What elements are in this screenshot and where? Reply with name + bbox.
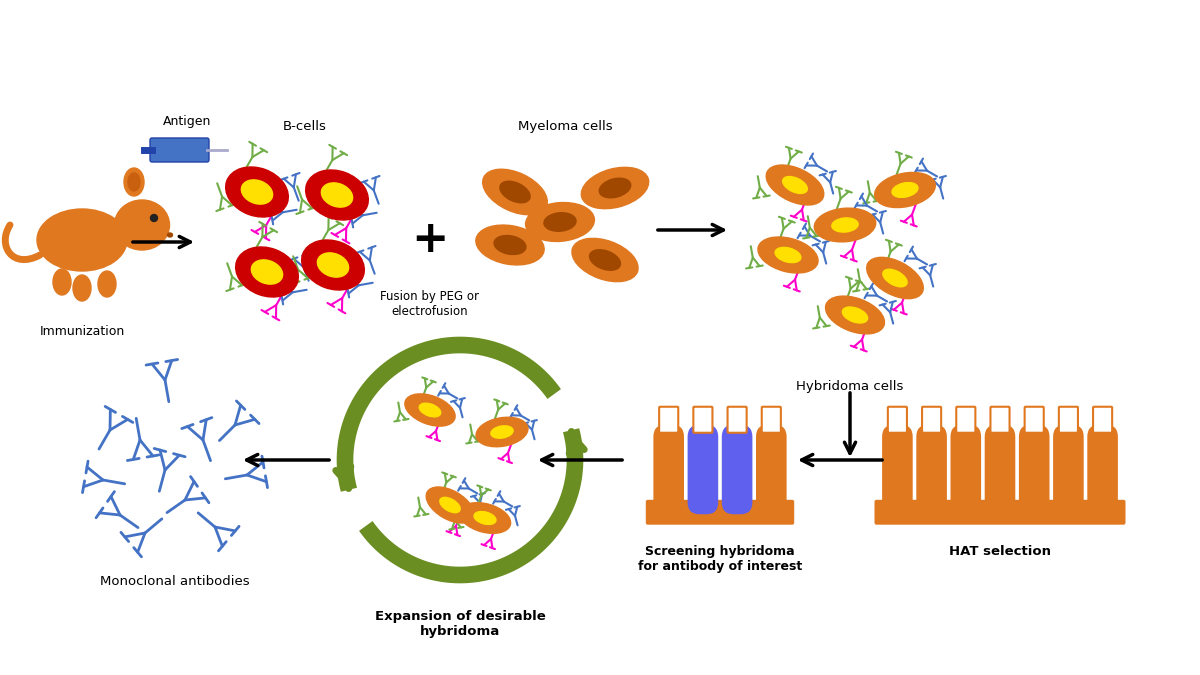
Ellipse shape [251, 260, 283, 284]
FancyBboxPatch shape [1093, 407, 1112, 433]
Ellipse shape [775, 248, 800, 263]
FancyBboxPatch shape [1054, 425, 1084, 514]
Ellipse shape [150, 215, 157, 221]
FancyBboxPatch shape [985, 425, 1015, 514]
FancyBboxPatch shape [1025, 407, 1044, 433]
Ellipse shape [124, 168, 144, 196]
Ellipse shape [526, 202, 594, 242]
Text: Myeloma cells: Myeloma cells [517, 120, 612, 133]
FancyBboxPatch shape [654, 425, 684, 514]
FancyBboxPatch shape [659, 407, 678, 433]
Ellipse shape [128, 173, 140, 191]
Ellipse shape [842, 307, 868, 323]
Ellipse shape [476, 225, 544, 265]
Ellipse shape [892, 182, 918, 197]
Ellipse shape [460, 503, 511, 533]
FancyBboxPatch shape [722, 425, 752, 514]
Ellipse shape [440, 497, 460, 512]
FancyBboxPatch shape [990, 407, 1009, 433]
Ellipse shape [476, 417, 528, 447]
Ellipse shape [317, 253, 349, 277]
FancyBboxPatch shape [1058, 407, 1078, 433]
Text: Fusion by PEG or
electrofusion: Fusion by PEG or electrofusion [380, 290, 480, 318]
Ellipse shape [404, 394, 455, 426]
Text: HAT selection: HAT selection [949, 545, 1051, 558]
Text: Hybridoma cells: Hybridoma cells [797, 380, 904, 393]
FancyBboxPatch shape [150, 138, 209, 162]
Ellipse shape [599, 178, 631, 198]
Ellipse shape [815, 208, 876, 242]
FancyBboxPatch shape [694, 407, 713, 433]
Ellipse shape [426, 487, 474, 523]
FancyBboxPatch shape [646, 500, 794, 524]
Ellipse shape [832, 218, 858, 232]
FancyBboxPatch shape [888, 407, 907, 433]
Ellipse shape [98, 271, 116, 297]
FancyBboxPatch shape [688, 425, 719, 514]
Ellipse shape [306, 170, 368, 220]
Ellipse shape [589, 250, 620, 270]
Ellipse shape [758, 237, 818, 273]
Text: Screening hybridoma
for antibody of interest: Screening hybridoma for antibody of inte… [638, 545, 802, 573]
Ellipse shape [474, 512, 496, 524]
Ellipse shape [572, 238, 638, 281]
Ellipse shape [883, 269, 907, 287]
FancyBboxPatch shape [756, 425, 787, 514]
Ellipse shape [53, 269, 71, 295]
Ellipse shape [544, 213, 576, 232]
Ellipse shape [767, 165, 823, 205]
Text: Immunization: Immunization [40, 325, 125, 338]
Ellipse shape [73, 275, 91, 301]
FancyBboxPatch shape [882, 425, 913, 514]
Text: B-cells: B-cells [283, 120, 326, 133]
Ellipse shape [322, 183, 353, 207]
FancyBboxPatch shape [727, 407, 746, 433]
FancyBboxPatch shape [1087, 425, 1118, 514]
FancyBboxPatch shape [950, 425, 982, 514]
FancyBboxPatch shape [1019, 425, 1050, 514]
Ellipse shape [866, 257, 923, 298]
Ellipse shape [301, 240, 365, 290]
Ellipse shape [37, 209, 127, 271]
Ellipse shape [494, 236, 526, 254]
Ellipse shape [114, 200, 169, 250]
Text: Monoclonal antibodies: Monoclonal antibodies [100, 575, 250, 588]
Ellipse shape [235, 247, 299, 297]
FancyBboxPatch shape [922, 407, 941, 433]
Text: Expansion of desirable
hybridoma: Expansion of desirable hybridoma [374, 610, 545, 638]
Ellipse shape [826, 296, 884, 334]
Ellipse shape [875, 172, 935, 208]
Ellipse shape [491, 426, 514, 438]
FancyBboxPatch shape [956, 407, 976, 433]
Ellipse shape [419, 403, 440, 417]
Text: +: + [412, 219, 449, 261]
Ellipse shape [581, 167, 649, 209]
Ellipse shape [168, 233, 173, 237]
FancyBboxPatch shape [875, 500, 1126, 524]
Text: Antigen: Antigen [163, 115, 211, 128]
FancyBboxPatch shape [917, 425, 947, 514]
Ellipse shape [500, 182, 530, 202]
Ellipse shape [782, 177, 808, 194]
Ellipse shape [482, 169, 547, 215]
Ellipse shape [226, 167, 288, 217]
Ellipse shape [241, 180, 272, 204]
FancyBboxPatch shape [762, 407, 781, 433]
